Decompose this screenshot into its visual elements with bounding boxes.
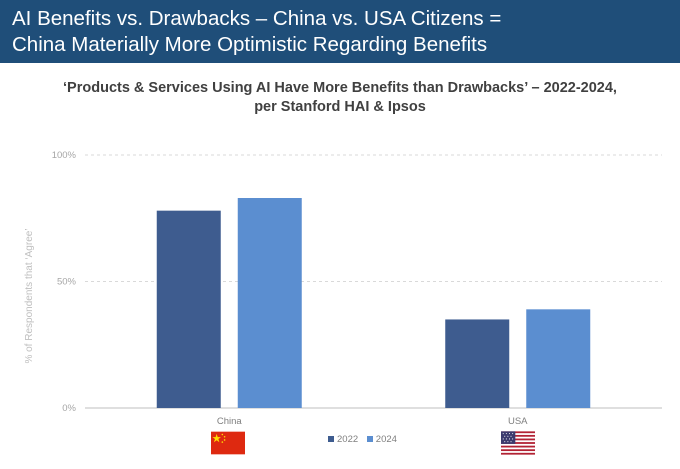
y-ticks: 0% 50% 100% bbox=[52, 150, 77, 414]
chart-title-line-2: per Stanford HAI & Ipsos bbox=[254, 99, 426, 115]
y-tick-label: 100% bbox=[52, 150, 77, 161]
title-banner: AI Benefits vs. Drawbacks – China vs. US… bbox=[0, 0, 680, 63]
chart-title-line-1: ‘Products & Services Using AI Have More … bbox=[63, 80, 617, 96]
legend-swatch-2022 bbox=[328, 436, 334, 442]
bar-china-2022 bbox=[156, 210, 221, 408]
legend-item-2024: 2024 bbox=[366, 434, 397, 445]
bars bbox=[156, 198, 591, 408]
china-flag-icon bbox=[211, 431, 245, 455]
bar-usa-2022 bbox=[445, 319, 510, 408]
legend-item-2022: 2022 bbox=[328, 434, 361, 445]
legend-swatch-2024 bbox=[366, 436, 373, 442]
x-tick-label-usa: USA bbox=[508, 416, 528, 427]
bar-china-2024 bbox=[237, 198, 302, 408]
legend: 2022 2024 bbox=[328, 434, 403, 445]
y-tick-label: 0% bbox=[62, 403, 76, 414]
x-tick-labels: China USA bbox=[217, 416, 528, 427]
legend-label-2022: 2022 bbox=[337, 434, 359, 445]
banner-title-line-2: China Materially More Optimistic Regardi… bbox=[12, 33, 488, 56]
y-axis-label: % of Respondents that ‘Agree’ bbox=[24, 228, 35, 363]
y-tick-label: 50% bbox=[57, 277, 77, 288]
banner-title-line-1: AI Benefits vs. Drawbacks – China vs. US… bbox=[12, 7, 502, 30]
x-tick-label-china: China bbox=[217, 416, 243, 427]
legend-label-2024: 2024 bbox=[375, 434, 397, 445]
usa-flag-icon bbox=[501, 431, 535, 455]
bar-usa-2024 bbox=[526, 309, 591, 408]
